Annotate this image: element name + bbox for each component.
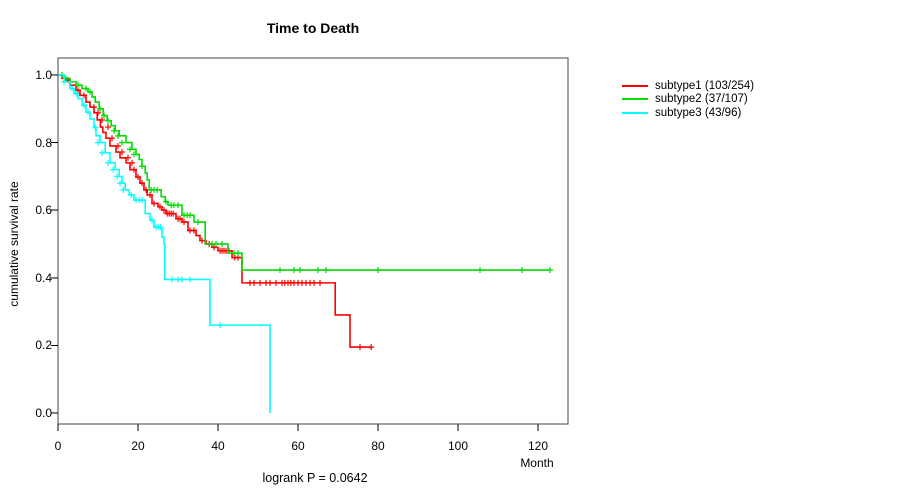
legend: subtype1 (103/254) subtype2 (37/107) sub… xyxy=(622,79,754,120)
legend-line-swatch xyxy=(622,111,648,114)
x-tick-label: 60 xyxy=(291,439,305,453)
legend-item: subtype2 (37/107) xyxy=(622,93,754,107)
x-tick-label: 80 xyxy=(371,439,385,453)
y-tick-label: 0.0 xyxy=(35,406,52,420)
legend-label: subtype1 (103/254) xyxy=(655,79,755,92)
y-axis-label: cumulative survival rate xyxy=(7,181,21,307)
chart-title: Time to Death xyxy=(266,20,360,36)
y-tick-label: 0.4 xyxy=(35,270,52,285)
y-tick-label: 0.8 xyxy=(35,135,52,150)
y-tick-label: 0.2 xyxy=(35,338,52,353)
y-tick-label: 0.6 xyxy=(35,203,52,218)
x-tick-label: 100 xyxy=(447,439,469,453)
legend-item: subtype3 (43/96) xyxy=(622,106,754,120)
x-tick-label: 120 xyxy=(527,439,549,453)
legend-line-swatch xyxy=(622,84,648,87)
legend-label: subtype2 (37/107) xyxy=(655,93,748,106)
x-axis-label: Month xyxy=(520,456,554,470)
x-tick-label: 40 xyxy=(211,439,225,453)
logrank-annotation: logrank P = 0.0642 xyxy=(262,471,368,485)
legend-item: subtype1 (103/254) xyxy=(622,79,754,93)
y-tick-label: 1.0 xyxy=(35,68,52,82)
legend-line-swatch xyxy=(622,98,648,101)
x-tick-label: 0 xyxy=(54,439,62,453)
x-tick-label: 20 xyxy=(131,439,145,453)
legend-label: subtype3 (43/96) xyxy=(655,106,742,119)
